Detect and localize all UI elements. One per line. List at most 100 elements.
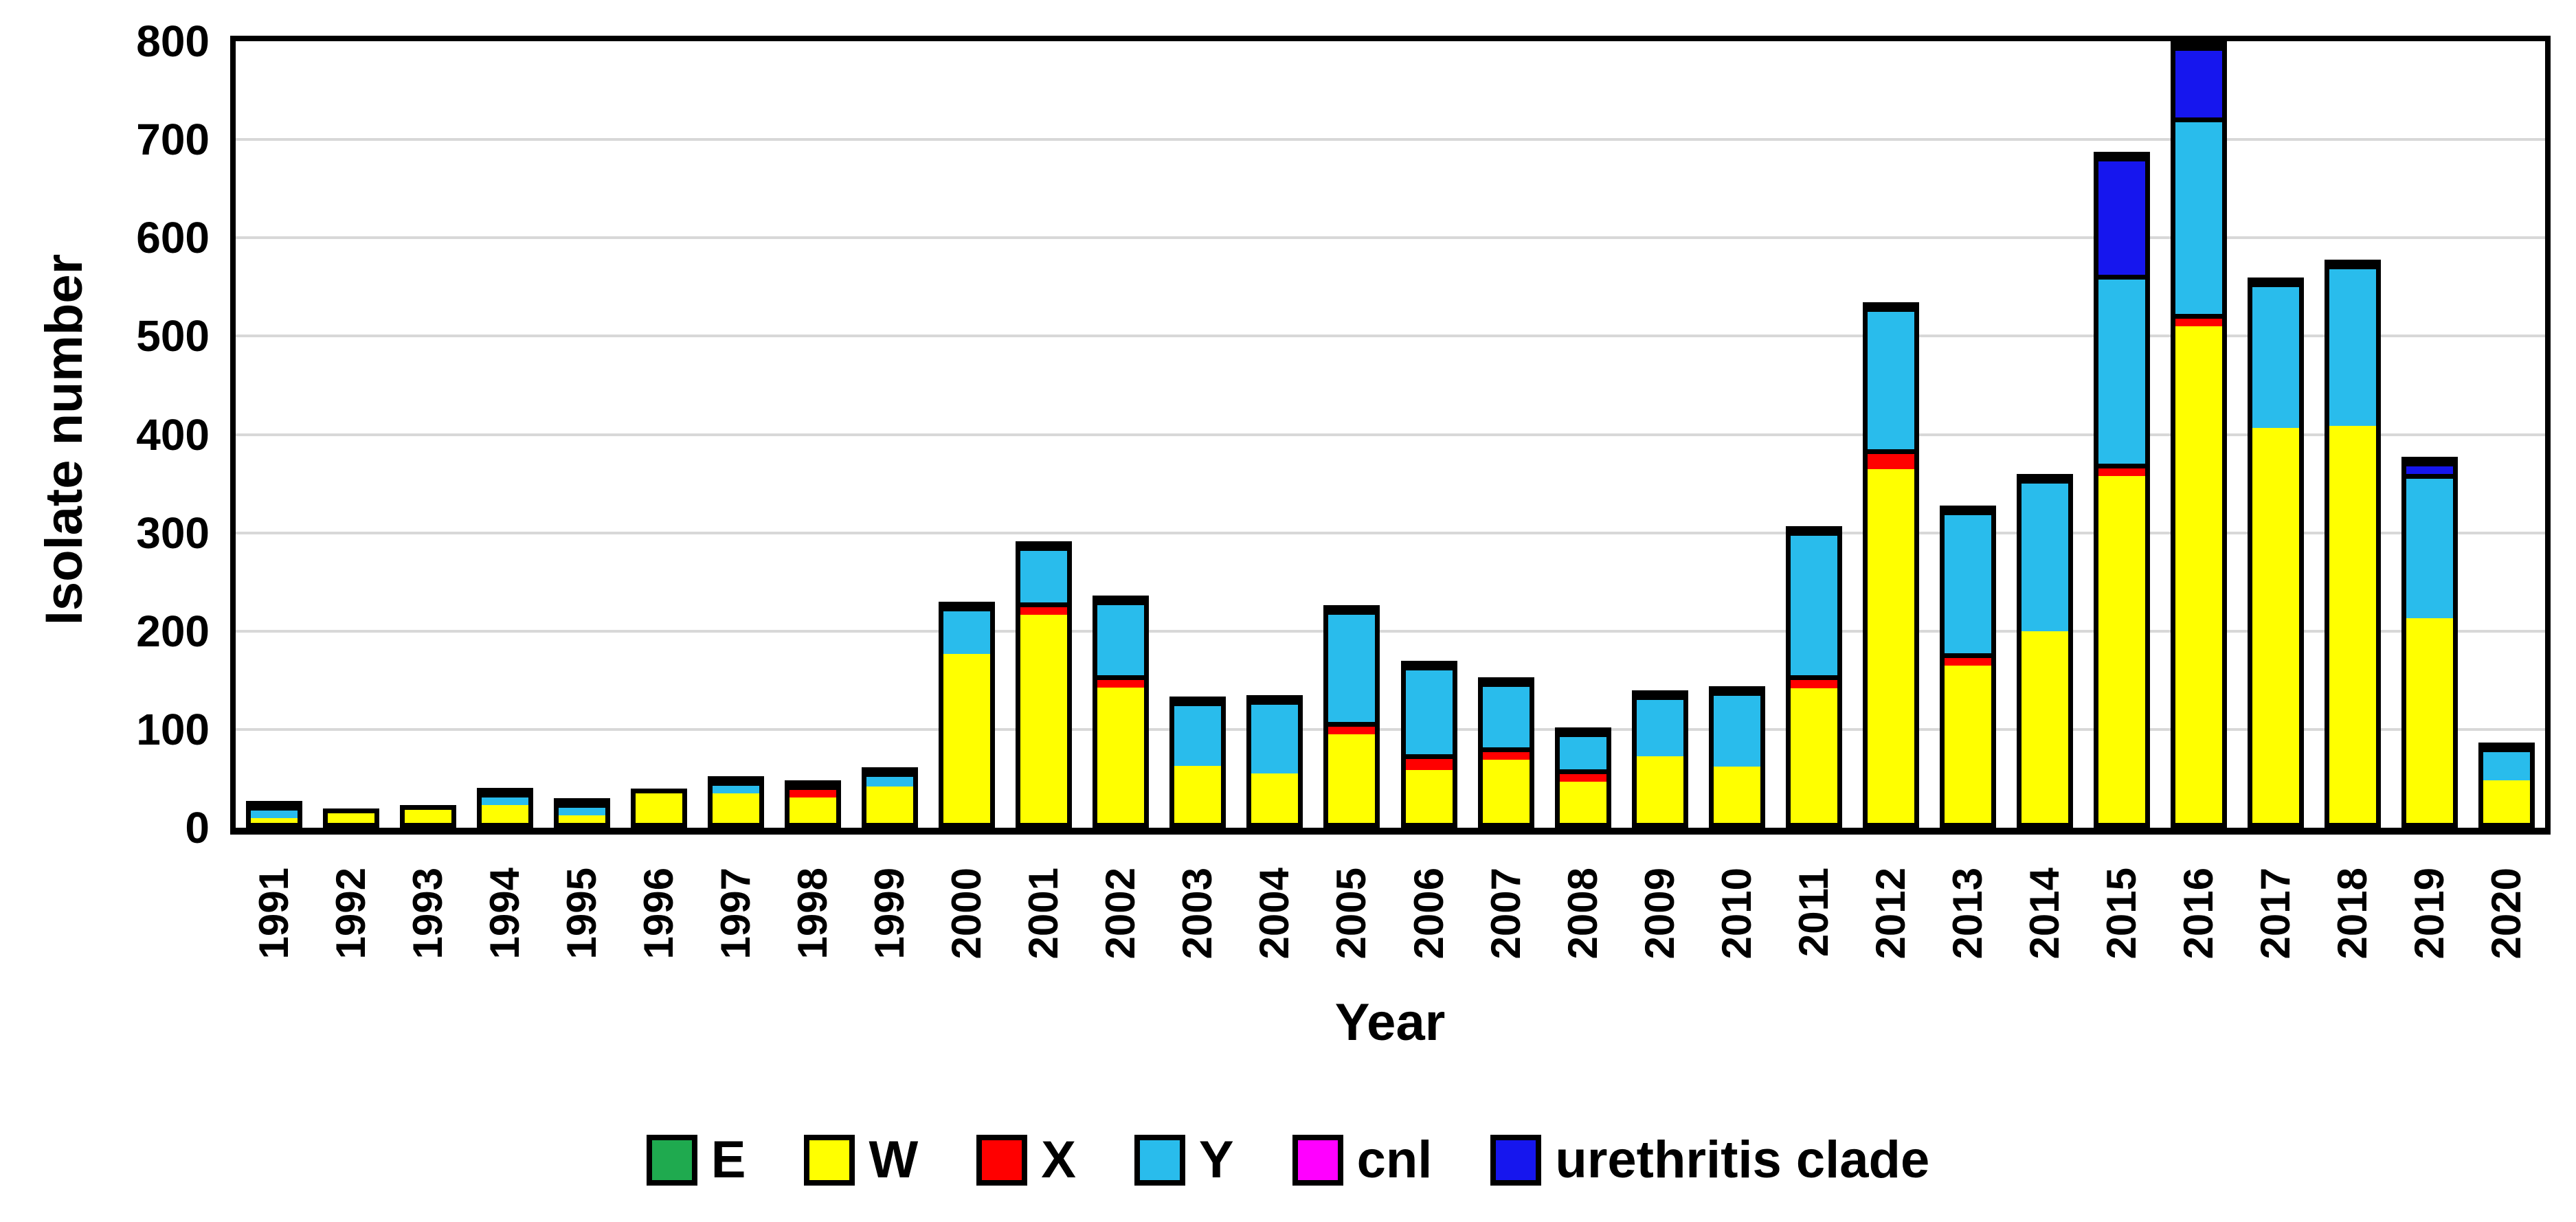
bar-segment-W-2003 [1174, 766, 1222, 823]
y-tick-label-300: 300 [136, 508, 210, 558]
gridline-200 [236, 629, 2545, 633]
bar-segment-Y-2000 [943, 607, 991, 654]
bar-segment-W-2005 [1328, 734, 1376, 823]
bar-2002 [1093, 595, 1150, 828]
x-tick-label-1996: 1996 [636, 868, 682, 960]
x-tick-label-2015: 2015 [2098, 868, 2144, 960]
bar-segment-Y-2017 [2252, 282, 2299, 428]
bar-segment-Y-2007 [1482, 681, 1530, 748]
bar-segment-X-2001 [1020, 602, 1068, 615]
bar-segment-X-1998 [789, 784, 837, 797]
x-axis-title: Year [1334, 993, 1446, 1052]
bar-2010 [1708, 686, 1765, 828]
bar-segment-Y-1991 [251, 805, 298, 818]
x-tick-label-2000: 2000 [943, 868, 990, 960]
bar-1993 [400, 805, 457, 828]
x-tick-label-2002: 2002 [1097, 868, 1144, 960]
x-tick-label-1992: 1992 [328, 868, 374, 960]
bar-segment-X-2016 [2175, 314, 2222, 327]
bar-2011 [1785, 525, 1842, 828]
gridline-100 [236, 727, 2545, 731]
x-tick-label-1993: 1993 [405, 868, 451, 960]
legend-item-X: X [976, 1130, 1076, 1190]
bar-2017 [2247, 277, 2304, 828]
gridline-700 [236, 138, 2545, 142]
bar-segment-W-1992 [328, 813, 375, 823]
bar-segment-W-1993 [405, 810, 452, 823]
bar-segment-Y-2020 [2483, 747, 2530, 781]
bar-segment-W-2015 [2098, 475, 2145, 823]
bar-1991 [246, 800, 303, 828]
bar-1994 [477, 788, 534, 828]
legend-swatch-Y [1134, 1134, 1185, 1186]
bar-2016 [2170, 41, 2227, 828]
bar-segment-Y-2010 [1713, 691, 1760, 767]
x-tick-label-1998: 1998 [789, 868, 836, 960]
bar-segment-X-2015 [2098, 463, 2145, 476]
x-tick-label-2008: 2008 [1559, 868, 1606, 960]
legend-label-cnl: cnl [1356, 1131, 1433, 1189]
bar-2005 [1323, 605, 1380, 828]
bar-segment-Y-2019 [2406, 473, 2453, 619]
x-tick-label-2012: 2012 [1867, 868, 1914, 960]
legend-swatch-urethritis-clade [1490, 1134, 1542, 1186]
x-tick-label-2004: 2004 [1251, 868, 1298, 960]
bar-segment-Y-2008 [1559, 732, 1606, 769]
bar-segment-W-2014 [2021, 631, 2068, 823]
legend-label-Y: Y [1198, 1131, 1234, 1189]
bar-2009 [1631, 690, 1688, 828]
x-tick-label-1995: 1995 [559, 868, 605, 960]
bar-segment-W-1991 [251, 817, 298, 823]
gridline-600 [236, 236, 2545, 240]
bar-1997 [708, 776, 765, 828]
x-tick-label-2001: 2001 [1020, 868, 1067, 960]
bar-segment-urethritis-clade-2019 [2406, 461, 2453, 474]
bar-segment-W-2013 [1944, 666, 1991, 823]
x-tick-label-1999: 1999 [866, 868, 913, 960]
legend-label-X: X [1041, 1131, 1076, 1189]
legend-item-W: W [804, 1130, 918, 1190]
bar-segment-W-2018 [2329, 425, 2376, 823]
x-tick-label-1991: 1991 [251, 868, 298, 960]
bar-segment-W-2002 [1097, 687, 1145, 823]
bar-segment-X-2011 [1790, 675, 1837, 688]
gridline-500 [236, 335, 2545, 338]
bar-1999 [862, 767, 919, 828]
bar-segment-W-2008 [1559, 781, 1606, 823]
bar-segment-W-2010 [1713, 767, 1760, 823]
legend-item-urethritis-clade: urethritis clade [1490, 1130, 1929, 1190]
bar-segment-W-1997 [713, 793, 760, 823]
legend-item-cnl: cnl [1292, 1130, 1433, 1190]
x-tick-label-2020: 2020 [2483, 868, 2529, 960]
legend-swatch-X [976, 1134, 1028, 1186]
bar-segment-X-2002 [1097, 675, 1145, 688]
y-tick-label-400: 400 [136, 409, 210, 460]
bar-segment-Y-2003 [1174, 701, 1222, 766]
bar-segment-W-1995 [559, 815, 606, 823]
bar-1995 [554, 797, 611, 828]
plot-area [230, 36, 2551, 835]
x-tick-label-2019: 2019 [2406, 868, 2452, 960]
bar-segment-Y-2014 [2021, 479, 2068, 631]
legend-label-E: E [710, 1131, 746, 1189]
bar-segment-Y-2018 [2329, 264, 2376, 426]
x-tick-label-1997: 1997 [713, 868, 759, 960]
bar-2014 [2016, 474, 2073, 828]
x-tick-label-2006: 2006 [1405, 868, 1452, 960]
bar-segment-W-2017 [2252, 427, 2299, 823]
bar-2007 [1477, 677, 1534, 828]
x-tick-label-2009: 2009 [1636, 868, 1683, 960]
bar-2012 [1862, 302, 1919, 828]
x-tick-label-2014: 2014 [2021, 868, 2068, 960]
x-tick-label-2005: 2005 [1328, 868, 1375, 960]
bar-segment-X-2008 [1559, 769, 1606, 782]
bar-segment-W-2000 [943, 653, 991, 823]
x-tick-label-2013: 2013 [1944, 868, 1991, 960]
legend-label-W: W [869, 1131, 919, 1189]
bar-segment-Y-1999 [866, 771, 914, 787]
bar-segment-W-1998 [789, 797, 837, 823]
legend-swatch-W [804, 1134, 855, 1186]
y-tick-label-200: 200 [136, 606, 210, 656]
